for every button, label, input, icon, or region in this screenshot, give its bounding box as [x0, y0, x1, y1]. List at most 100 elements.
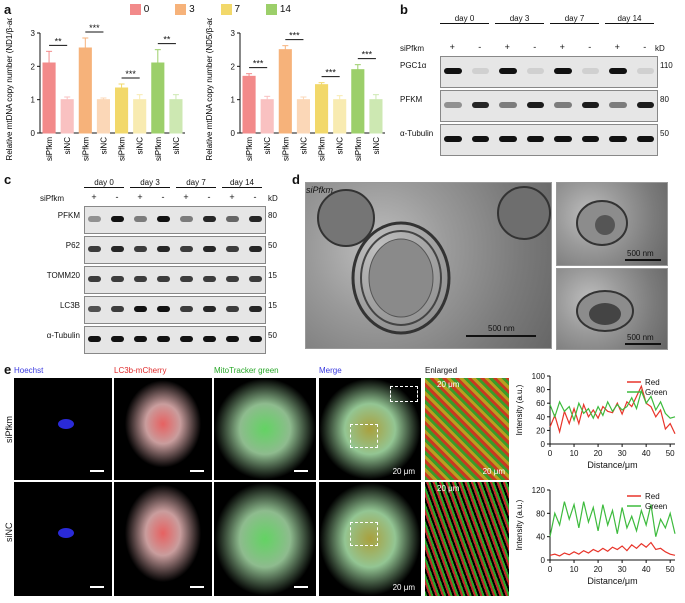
x-tick-label: siPfkm [318, 137, 327, 161]
channel-header: Merge [319, 366, 342, 375]
bar [78, 47, 92, 134]
x-tick-label: 40 [642, 449, 651, 458]
blot-band [88, 246, 101, 252]
sign-label: + [91, 192, 97, 202]
legend-item: 3 [175, 4, 195, 16]
x-tick-label: siPfkm [245, 137, 254, 161]
em-structure [317, 186, 551, 335]
blot-band [444, 68, 462, 74]
mw-label: 110 [660, 61, 673, 70]
y-tick-label: 40 [536, 413, 545, 422]
blot-band [249, 306, 262, 312]
sign-label: - [533, 42, 537, 52]
intensity-chart-sipfkm: Intensity (a.u.) 0 20 40 60 80 100 0 10 20 30 40 50 D… [515, 372, 676, 470]
intensity-chart-sinc: Intensity (a.u.) 0 40 80 120 0 10 20 30 40 50 Dista… [515, 486, 676, 586]
blot-band [203, 246, 216, 252]
blot-band [180, 246, 193, 252]
x-axis-label: Distance/μm [587, 460, 637, 470]
sign-label: - [207, 192, 211, 202]
bar [133, 99, 147, 134]
day-label: day 7 [550, 14, 599, 24]
blot-band [471, 68, 489, 74]
em-structure [576, 200, 628, 246]
legend-label: 3 [189, 4, 195, 16]
y-tick-label: 2 [231, 62, 236, 71]
legend-swatch [266, 4, 278, 15]
bar [96, 99, 110, 134]
em-image-bottom: 500 nm [556, 268, 668, 350]
panel-label-c: c [4, 172, 12, 187]
significance-label: *** [125, 69, 136, 79]
mw-label: 15 [268, 301, 277, 310]
legend-label: 7 [234, 4, 241, 16]
blot-band [444, 136, 462, 142]
blot-row-label: LC3B [59, 301, 80, 310]
blot-band [636, 68, 654, 74]
x-tick-label: siNC [99, 137, 108, 155]
blot-band [111, 246, 124, 252]
nucleus [58, 527, 75, 538]
y-tick-label: 0 [541, 556, 546, 565]
mw-label: 50 [660, 129, 669, 138]
blot-band [499, 102, 517, 108]
series-line-green [549, 501, 676, 537]
blot-band [180, 216, 193, 222]
scale-bar [625, 343, 661, 345]
blot-band [134, 336, 147, 342]
bar [333, 99, 347, 134]
micrograph [14, 482, 112, 596]
y-tick-label: 60 [536, 399, 545, 408]
blot-band [203, 306, 216, 312]
y-axis-label: Relative mtDNA copy number (ND1/β-actin) [5, 18, 14, 160]
scale-bar-label: 20 μm [437, 380, 460, 389]
blot-band [180, 276, 193, 282]
x-tick-label: 0 [548, 565, 553, 574]
kd-label: kD [268, 194, 278, 203]
series-line-red [549, 384, 676, 435]
day-label: day 14 [605, 14, 654, 24]
bar [151, 62, 165, 134]
bar [278, 49, 292, 134]
blot-band [499, 136, 517, 142]
scale-bar-label: 500 nm [488, 324, 515, 333]
significance-label: *** [253, 59, 264, 69]
blot-band [609, 102, 627, 108]
blot-band [203, 216, 216, 222]
y-tick-label: 1 [231, 96, 236, 105]
sign-label: - [643, 42, 647, 52]
em-image-main: siPfkm 500 nm [305, 182, 552, 349]
x-axis-label: Distance/μm [587, 576, 637, 586]
blot-band [249, 246, 262, 252]
scale-bar-label: 20 μm [437, 484, 460, 493]
significance-label: *** [89, 23, 100, 33]
sign-label: - [115, 192, 119, 202]
legend-item: 0 [130, 4, 149, 15]
scale-bar [190, 470, 204, 472]
sign-label: + [559, 42, 565, 52]
significance-label: ** [55, 36, 63, 46]
blot-band [636, 102, 654, 108]
blot-band [581, 102, 599, 108]
series-line-red [549, 541, 676, 557]
y-axis-label: Intensity (a.u.) [515, 499, 524, 550]
micrograph [114, 378, 212, 480]
blot-b: day 0 day 3 day 7 day 14 siPfkm + - + - + - + - kD… [400, 14, 685, 164]
significance-label: *** [289, 31, 300, 41]
x-tick-label: siPfkm [118, 137, 127, 161]
bar-chart-nd5: Relative mtDNA copy number (ND5/β-actin)… [205, 18, 385, 161]
micrograph: 20 μm 20 μm [425, 378, 509, 480]
sign-label: + [614, 42, 620, 52]
x-tick-label: siNC [336, 137, 345, 155]
blot-band [88, 276, 101, 282]
x-tick-label: 40 [642, 565, 651, 574]
micrograph [214, 378, 316, 480]
scale-bar-label: 500 nm [627, 249, 654, 258]
bar [315, 84, 329, 134]
x-tick-label: siNC [263, 137, 272, 155]
y-tick-label: 2 [31, 62, 36, 71]
blot-band [226, 246, 239, 252]
x-tick-label: siPfkm [281, 137, 290, 161]
scale-bar [625, 259, 661, 261]
sign-label: + [183, 192, 189, 202]
day-label: day 0 [440, 14, 489, 24]
